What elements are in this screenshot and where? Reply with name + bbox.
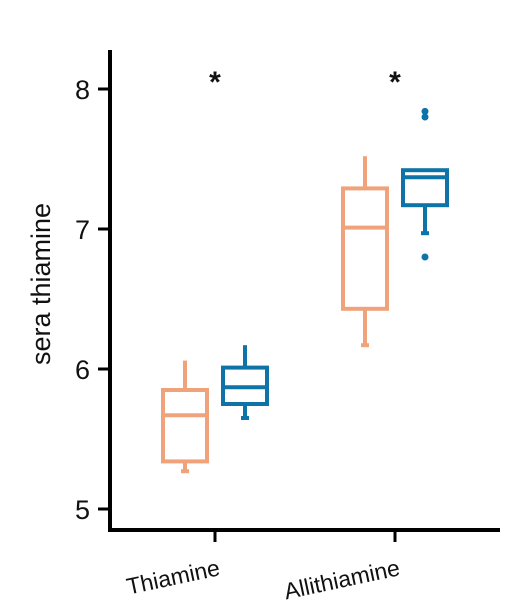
y-tick-label: 7 [75, 215, 90, 245]
significance-asterisk: * [389, 66, 401, 99]
box-body [401, 168, 449, 208]
box-0-1 [221, 345, 269, 420]
y-axis-title: sera thiamine [26, 203, 56, 365]
y-ticks: 5 6 7 8 [75, 75, 110, 525]
box-1-0 [341, 156, 389, 348]
outlier-point [421, 253, 429, 261]
outlier-point [421, 107, 429, 115]
axes [108, 50, 500, 532]
outlier-point [421, 113, 429, 121]
x-ticks: Thiamine Allithiamine [124, 530, 402, 604]
y-tick-label: 8 [75, 75, 90, 105]
boxes [161, 107, 449, 474]
box-0-0 [161, 360, 209, 474]
x-tick-label: Thiamine [124, 554, 222, 599]
x-tick-label: Allithiamine [282, 554, 402, 604]
box-1-1 [401, 107, 449, 261]
y-tick-label: 5 [75, 495, 90, 525]
box-body [341, 186, 389, 311]
box-body [161, 388, 209, 464]
significance-marks: * * [209, 66, 401, 99]
significance-asterisk: * [209, 66, 221, 99]
y-tick-label: 6 [75, 355, 90, 385]
